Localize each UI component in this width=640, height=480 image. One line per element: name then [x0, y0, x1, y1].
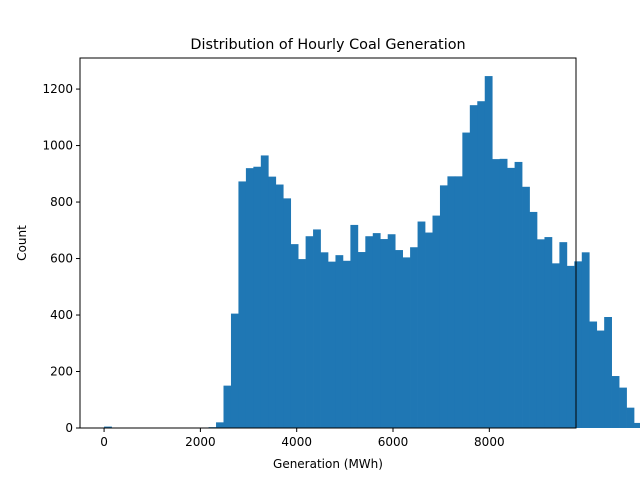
histogram-bar — [544, 237, 553, 428]
histogram-bar — [230, 313, 239, 428]
histogram-bar — [604, 317, 612, 428]
histogram-bar — [268, 176, 277, 428]
histogram-bar — [596, 330, 605, 428]
histogram-bar — [342, 260, 351, 428]
histogram-bar — [619, 387, 627, 428]
histogram-bar — [484, 76, 493, 428]
histogram-bar — [439, 185, 448, 428]
y-tick-label: 1000 — [42, 139, 73, 153]
histogram-bars — [104, 76, 640, 429]
histogram-bar — [253, 166, 262, 429]
histogram-bar — [559, 242, 568, 428]
histogram-bar — [283, 198, 292, 428]
histogram-bar — [350, 224, 359, 428]
histogram-bar — [216, 422, 224, 428]
x-axis-label: Generation (MWh) — [273, 457, 383, 471]
histogram-bar — [514, 161, 523, 428]
y-tick-label: 800 — [50, 195, 73, 209]
histogram-bar — [536, 239, 545, 428]
histogram-bar — [290, 244, 299, 428]
y-axis: 0 200 400 600 800 1000 1200 — [42, 82, 80, 435]
y-tick-label: 600 — [50, 252, 73, 266]
histogram-bar — [626, 407, 635, 428]
x-tick-label: 2000 — [185, 435, 216, 449]
histogram-bar — [357, 252, 366, 428]
histogram-bar — [432, 215, 441, 428]
y-axis-label: Count — [15, 225, 29, 261]
y-tick-label: 0 — [65, 421, 73, 435]
x-tick-label: 0 — [100, 435, 108, 449]
histogram-bar — [335, 255, 344, 428]
histogram-bar — [529, 211, 538, 428]
histogram-bar — [462, 132, 471, 428]
histogram-bar — [499, 158, 508, 428]
histogram-bar — [522, 186, 530, 428]
histogram-bar — [313, 229, 321, 428]
histogram-bar — [320, 252, 329, 428]
histogram-bar — [380, 239, 389, 428]
histogram-bar — [477, 101, 486, 429]
histogram-bar — [551, 263, 560, 428]
histogram-bar — [238, 181, 247, 428]
histogram-bar — [260, 155, 269, 428]
histogram-bar — [454, 176, 463, 428]
histogram-bar — [298, 259, 306, 428]
y-tick-label: 200 — [50, 365, 73, 379]
histogram-bar — [402, 257, 411, 428]
y-tick-label: 1200 — [42, 82, 73, 96]
histogram-bar — [574, 261, 583, 428]
histogram-bar — [104, 426, 112, 428]
plot-frame — [79, 57, 577, 429]
histogram-bar — [447, 176, 456, 428]
histogram-bar — [507, 167, 515, 428]
x-axis: 0 2000 4000 6000 8000 — [100, 428, 505, 449]
chart-title: Distribution of Hourly Coal Generation — [190, 37, 465, 53]
histogram-bar — [395, 250, 403, 428]
histogram-bar — [275, 184, 284, 428]
x-tick-label: 6000 — [378, 435, 409, 449]
histogram-bar — [328, 261, 336, 428]
histogram-bar — [611, 376, 620, 428]
histogram-bar — [634, 422, 640, 428]
histogram-bar — [223, 385, 232, 428]
histogram-bar — [492, 159, 501, 429]
histogram-bar — [305, 236, 314, 428]
histogram-bar — [566, 265, 575, 428]
histogram-bar — [581, 252, 590, 428]
histogram-bar — [417, 221, 426, 428]
y-tick-label: 400 — [50, 308, 73, 322]
x-tick-label: 4000 — [281, 435, 312, 449]
histogram-bar — [245, 168, 254, 428]
x-tick-label: 8000 — [474, 435, 505, 449]
histogram-bar — [410, 247, 418, 428]
histogram-bar — [589, 321, 598, 428]
histogram-bar — [425, 232, 433, 428]
histogram-bar — [365, 236, 374, 428]
histogram-bar — [372, 233, 381, 428]
histogram-bar — [387, 234, 396, 428]
histogram-bar — [469, 105, 478, 429]
